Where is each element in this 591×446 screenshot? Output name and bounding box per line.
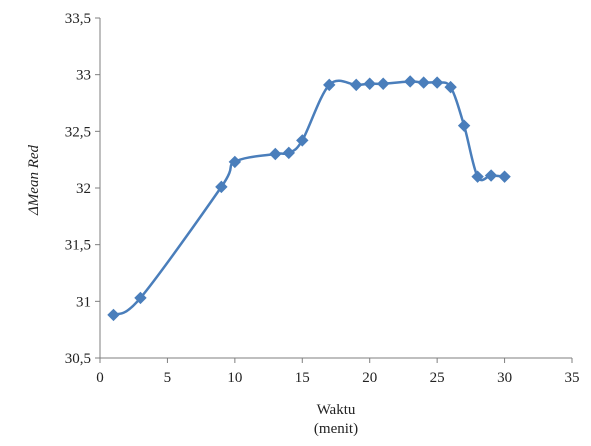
data-point-marker xyxy=(323,78,336,92)
y-tick-label: 32 xyxy=(76,181,91,197)
y-tick-label: 33,5 xyxy=(65,11,91,27)
series-layer xyxy=(107,75,511,322)
y-tick-label: 32,5 xyxy=(65,124,91,140)
y-tick-label: 33 xyxy=(76,68,91,84)
axes xyxy=(99,18,572,359)
x-tick-label: 10 xyxy=(227,370,242,386)
data-point-marker xyxy=(134,291,147,305)
data-point-marker xyxy=(215,180,228,194)
data-point-marker xyxy=(484,169,498,182)
y-tick-label: 30,5 xyxy=(65,351,91,367)
y-axis-title: ΔMean Red xyxy=(26,144,42,216)
data-point-marker xyxy=(376,77,390,90)
data-point-marker xyxy=(498,170,511,183)
data-point-marker xyxy=(363,77,376,90)
data-point-marker xyxy=(269,147,282,161)
y-tick-label: 31,5 xyxy=(65,238,91,254)
data-point-marker xyxy=(107,308,120,322)
y-tick-label: 31 xyxy=(76,294,91,310)
x-axis-subtitle: (menit) xyxy=(314,421,358,437)
x-tick-label: 30 xyxy=(497,370,512,386)
data-point-marker xyxy=(471,170,484,183)
data-point-marker xyxy=(444,80,457,94)
data-point-marker xyxy=(296,134,309,147)
data-point-marker xyxy=(282,146,296,160)
data-point-marker xyxy=(417,76,430,89)
data-point-marker xyxy=(403,75,417,88)
data-point-marker xyxy=(228,155,242,169)
x-axis-ticks: 0 5 10 15 20 25 30 35 xyxy=(96,358,580,386)
x-axis-title: Waktu xyxy=(317,402,356,418)
x-tick-label: 5 xyxy=(164,370,172,386)
data-point-marker xyxy=(350,78,363,92)
series-line xyxy=(112,79,505,317)
y-axis-ticks: 30,5 31 31,5 32 32,5 33 33,5 xyxy=(65,11,100,367)
data-point-marker xyxy=(457,119,471,132)
x-tick-label: 0 xyxy=(96,370,104,386)
x-tick-label: 35 xyxy=(565,370,580,386)
x-tick-label: 20 xyxy=(362,370,377,386)
x-tick-label: 25 xyxy=(430,370,445,386)
x-tick-label: 15 xyxy=(295,370,310,386)
data-point-marker xyxy=(430,76,444,89)
